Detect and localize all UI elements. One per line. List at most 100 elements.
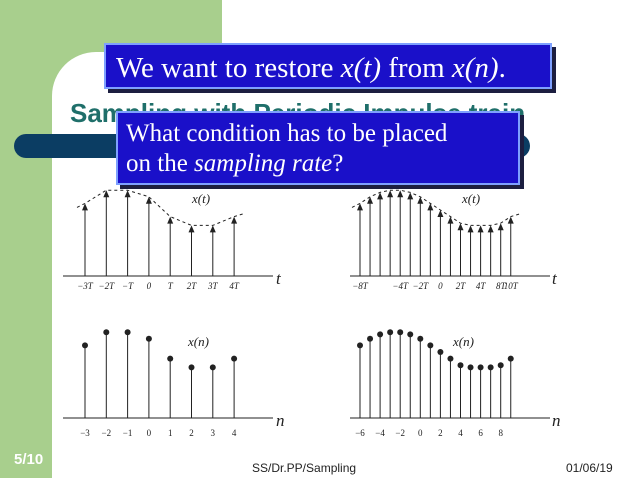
- sample-dot: [507, 355, 514, 362]
- callout-condition-suffix: ?: [332, 150, 344, 177]
- sample-dot: [437, 349, 444, 355]
- tick-label: −2: [102, 428, 112, 438]
- sample-dot: [145, 335, 152, 342]
- sample-dot: [467, 364, 474, 371]
- sample-arrowhead: [407, 192, 414, 200]
- tick-label: −3: [80, 428, 90, 438]
- axis-variable-label: t: [552, 269, 558, 288]
- tick-label: 8T: [496, 281, 507, 291]
- callout-condition-prefix: on the: [126, 150, 195, 177]
- tick-label: 2T: [456, 281, 467, 291]
- callout-condition-line1: What condition has to be placed: [126, 120, 448, 147]
- tick-label: 3: [211, 428, 216, 438]
- sample-arrowhead: [188, 225, 195, 233]
- sample-dot: [367, 335, 374, 342]
- sample-arrowhead: [437, 210, 444, 217]
- sample-arrowhead: [167, 216, 174, 224]
- sample-arrowhead: [145, 196, 152, 204]
- sample-dot: [497, 362, 504, 369]
- callout-restore-mid: from: [381, 52, 452, 84]
- sample-arrowhead: [427, 203, 434, 211]
- sample-arrowhead: [457, 223, 464, 231]
- sample-arrowhead: [477, 225, 484, 233]
- callout-condition-em: sampling rate: [194, 150, 333, 177]
- callout-restore: We want to restore x(t) from x(n).: [104, 43, 552, 89]
- sample-arrowhead: [387, 190, 394, 198]
- sample-dot: [477, 364, 484, 371]
- callout-restore-xt: x(t): [340, 52, 381, 84]
- sample-dot: [124, 329, 131, 336]
- signal-envelope: [76, 189, 245, 226]
- tick-label: −2: [395, 428, 405, 438]
- sample-dot: [377, 331, 384, 338]
- tick-label: 4T: [229, 281, 240, 291]
- tick-label: 0: [147, 281, 152, 291]
- sample-dot: [82, 342, 88, 349]
- callout-condition: What condition has to be placed on the s…: [116, 111, 520, 185]
- tick-label: 8: [498, 428, 503, 438]
- callout-restore-xn: x(n): [451, 52, 499, 84]
- sample-arrowhead: [487, 225, 494, 233]
- sample-dot: [487, 364, 494, 371]
- sample-arrowhead: [103, 190, 110, 198]
- tick-label: 2T: [187, 281, 198, 291]
- sample-arrowhead: [357, 203, 363, 211]
- sample-arrowhead: [397, 190, 404, 198]
- sample-dot: [167, 355, 174, 362]
- sample-arrowhead: [231, 216, 238, 224]
- axis-variable-label: n: [276, 411, 285, 430]
- tick-label: 4: [458, 428, 463, 438]
- tick-label: −3T: [77, 281, 94, 291]
- sample-dot: [447, 355, 454, 362]
- sample-arrowhead: [507, 216, 514, 224]
- sample-dot: [188, 364, 195, 371]
- tick-label: −T: [122, 281, 134, 291]
- axis-variable-label: t: [276, 269, 282, 288]
- sample-arrowhead: [377, 192, 384, 200]
- callout-restore-prefix: We want to restore: [116, 52, 341, 84]
- sample-arrowhead: [82, 203, 88, 211]
- tick-label: 0: [147, 428, 152, 438]
- tick-label: 10T: [504, 281, 519, 291]
- sample-dot: [397, 329, 404, 336]
- tick-label: −2T: [99, 281, 116, 291]
- sample-dot: [357, 342, 363, 349]
- sample-arrowhead: [209, 225, 216, 233]
- tick-label: 1: [168, 428, 173, 438]
- tick-label: 2: [438, 428, 443, 438]
- callout-restore-suffix: .: [498, 52, 506, 84]
- footer-date: 01/06/19: [566, 461, 613, 475]
- axis-variable-label: n: [552, 411, 561, 430]
- sample-dot: [457, 362, 464, 369]
- tick-label: 3T: [207, 281, 219, 291]
- tick-label: −2T: [413, 281, 430, 291]
- tick-label: −8T: [352, 281, 369, 291]
- tick-label: −6: [355, 428, 365, 438]
- tick-label: T: [168, 281, 174, 291]
- sample-dot: [231, 355, 238, 362]
- sample-dot: [103, 329, 110, 336]
- tick-label: 0: [418, 428, 423, 438]
- signal-label: x(t): [191, 191, 210, 206]
- tick-label: 0: [438, 281, 443, 291]
- sampling-plots: −3T −2T −T 0 T 2T 3T 4T x(t) t −8T −4T −2T 0 2T 4T 8T10T…: [63, 189, 561, 438]
- page-number: 5/10: [14, 451, 44, 468]
- sample-arrowhead: [367, 196, 374, 204]
- sample-arrowhead: [124, 190, 131, 198]
- tick-label: −4T: [392, 281, 409, 291]
- sample-dot: [407, 331, 414, 338]
- tick-label: 6: [478, 428, 483, 438]
- tick-label: 2: [189, 428, 194, 438]
- tick-label: −4: [375, 428, 385, 438]
- signal-envelope: [351, 189, 521, 226]
- sample-arrowhead: [467, 225, 474, 233]
- tick-label: −1: [123, 428, 133, 438]
- signal-label: x(t): [461, 191, 480, 206]
- signal-label: x(n): [187, 334, 209, 349]
- sample-dot: [387, 329, 394, 336]
- sample-dot: [417, 335, 424, 342]
- sample-dot: [209, 364, 216, 371]
- tick-label: 4: [232, 428, 237, 438]
- sample-dot: [427, 342, 434, 349]
- callout-condition-line2: on the sampling rate?: [126, 149, 518, 179]
